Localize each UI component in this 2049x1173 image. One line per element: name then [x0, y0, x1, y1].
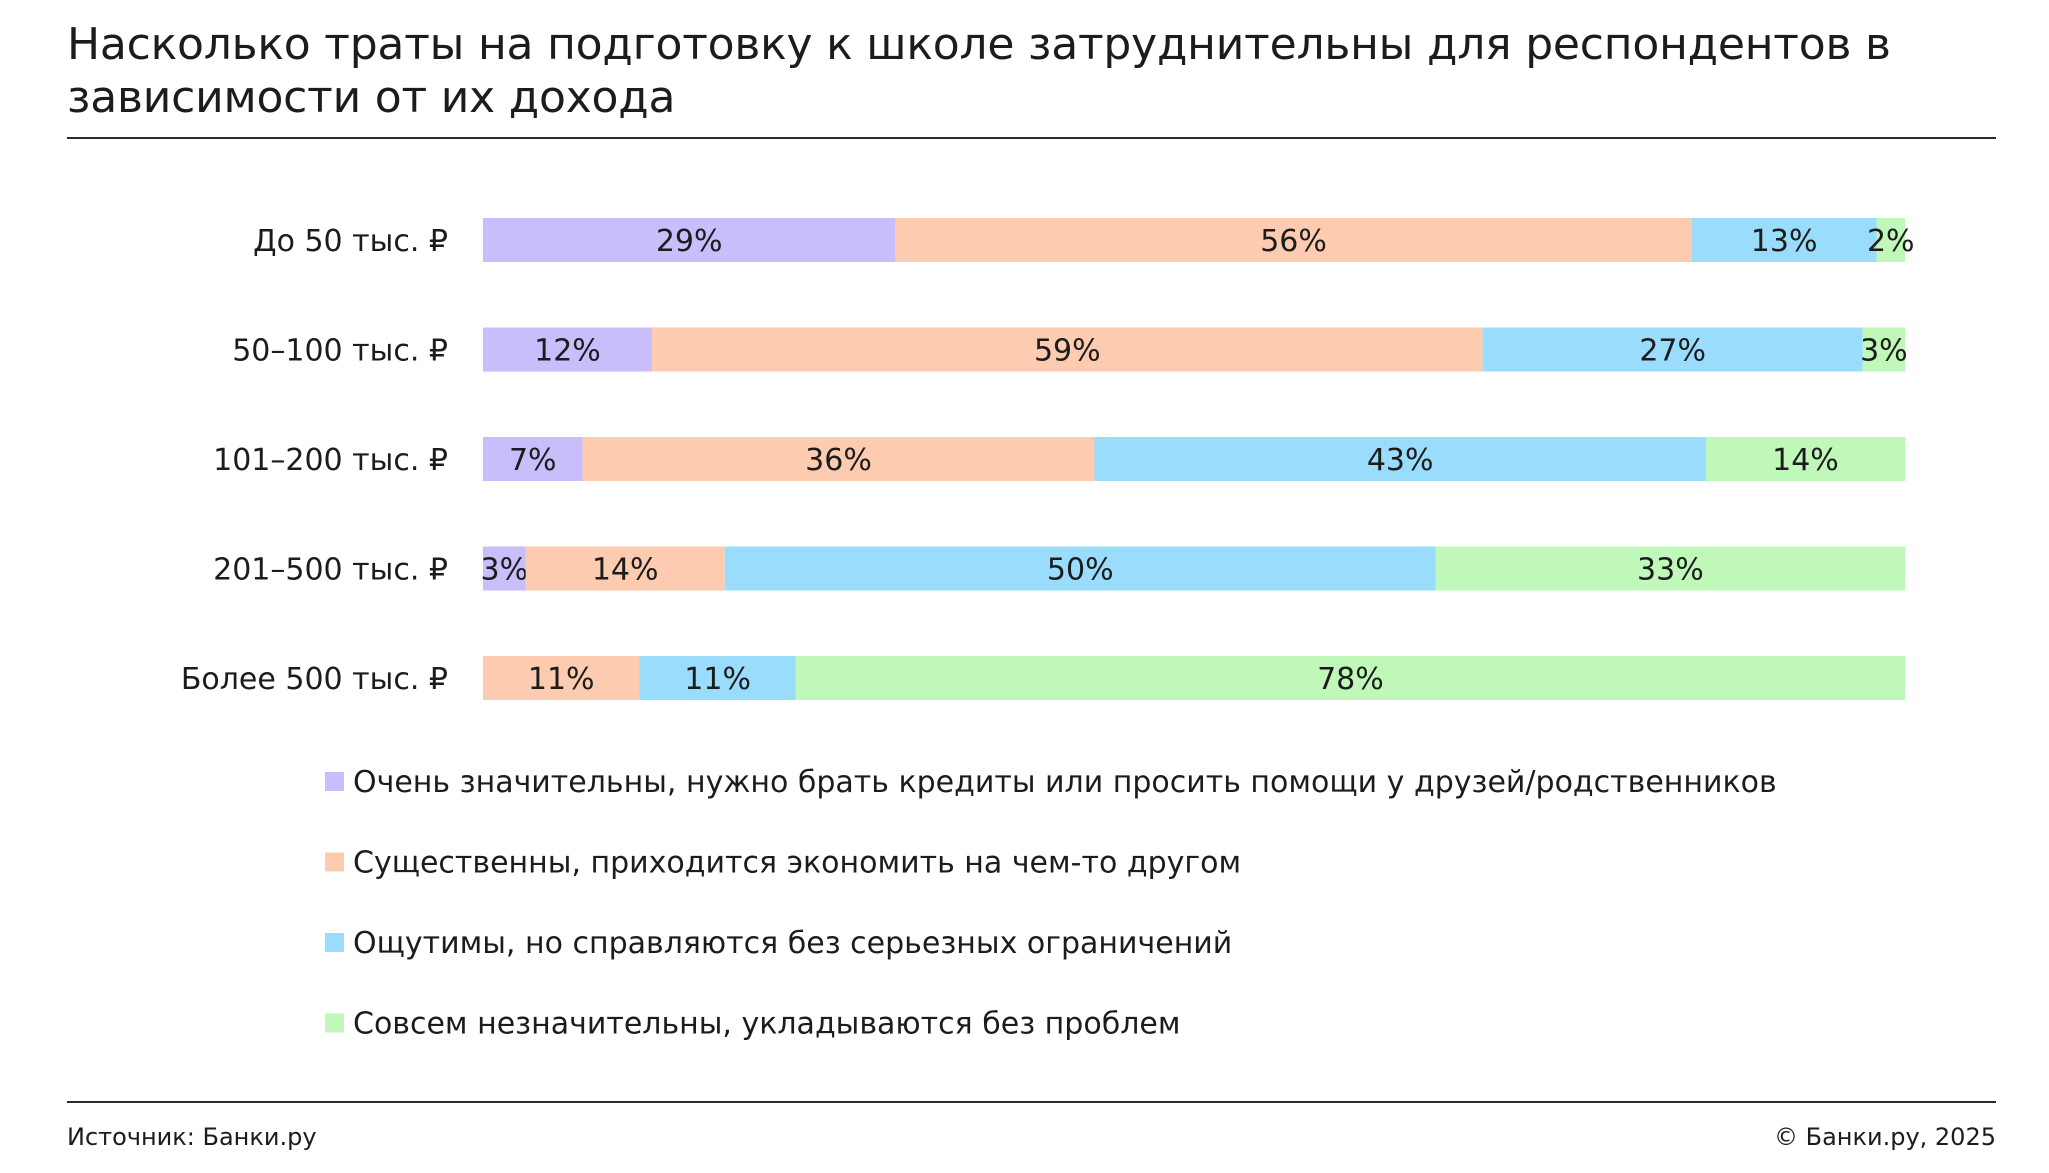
bar-segment — [582, 437, 1095, 481]
legend-swatch — [325, 1013, 344, 1033]
category-label: Более 500 тыс. ₽ — [181, 662, 448, 697]
legend-label: Совсем незначительны, укладываются без п… — [353, 1007, 1180, 1042]
bar-segment — [483, 546, 526, 591]
legend-swatch — [325, 852, 344, 872]
data-label: 11% — [684, 662, 751, 697]
data-label: 59% — [1034, 334, 1101, 369]
bar-segment — [1862, 327, 1905, 372]
bar-segment — [1691, 218, 1877, 262]
data-label: 7% — [509, 443, 557, 478]
data-label: 2% — [1867, 224, 1915, 259]
category-label: 201–500 тыс. ₽ — [213, 553, 448, 588]
bar-segment — [1876, 218, 1905, 262]
data-label: 36% — [805, 443, 872, 478]
bar-segment — [795, 656, 1905, 700]
data-label: 3% — [1860, 334, 1908, 369]
data-label: 29% — [656, 224, 723, 259]
data-label: 33% — [1637, 553, 1704, 588]
bar-segment — [1094, 437, 1706, 481]
bar-segment — [1435, 546, 1905, 591]
bar-segment — [651, 327, 1483, 372]
legend-label: Очень значительны, нужно брать кредиты и… — [353, 765, 1777, 800]
legend-swatch — [325, 772, 344, 791]
bar-segment — [483, 327, 652, 372]
bar-segment — [895, 218, 1692, 262]
bottom-divider — [67, 1101, 1996, 1103]
data-label: 12% — [534, 334, 601, 369]
data-label: 11% — [528, 662, 595, 697]
category-label: 50–100 тыс. ₽ — [232, 334, 448, 369]
bar-segment — [483, 218, 896, 262]
chart-title: Насколько траты на подготовку к школе за… — [67, 19, 1891, 123]
top-divider — [67, 137, 1996, 139]
bar-segment — [1705, 437, 1905, 481]
data-label: 27% — [1639, 334, 1706, 369]
data-label: 78% — [1317, 662, 1384, 697]
data-label: 3% — [481, 553, 529, 588]
legend-label: Ощутимы, но справляются без серьезных ог… — [353, 926, 1232, 961]
source-note: Источник: Банки.ру — [67, 1123, 317, 1151]
data-label: 14% — [1772, 443, 1839, 478]
category-label: 101–200 тыс. ₽ — [213, 443, 448, 478]
data-label: 13% — [1751, 224, 1818, 259]
data-label: 14% — [592, 553, 659, 588]
data-label: 56% — [1260, 224, 1327, 259]
data-label: 43% — [1367, 443, 1434, 478]
legend-label: Существенны, приходится экономить на чем… — [353, 846, 1241, 881]
bar-segment — [724, 546, 1436, 591]
data-label: 50% — [1047, 553, 1114, 588]
stacked-bar-chart: До 50 тыс. ₽ 29% 56% 13% 2% 50–100 тыс. ₽ 12% 5… — [181, 218, 1915, 1042]
bar-segment — [483, 656, 640, 700]
legend-swatch — [325, 933, 344, 952]
copyright-note: © Банки.ру, 2025 — [1774, 1123, 1996, 1151]
category-label: До 50 тыс. ₽ — [253, 224, 448, 259]
bar-segment — [1482, 327, 1863, 372]
bar-segment — [483, 437, 583, 481]
bar-segment — [639, 656, 796, 700]
bar-segment — [525, 546, 725, 591]
